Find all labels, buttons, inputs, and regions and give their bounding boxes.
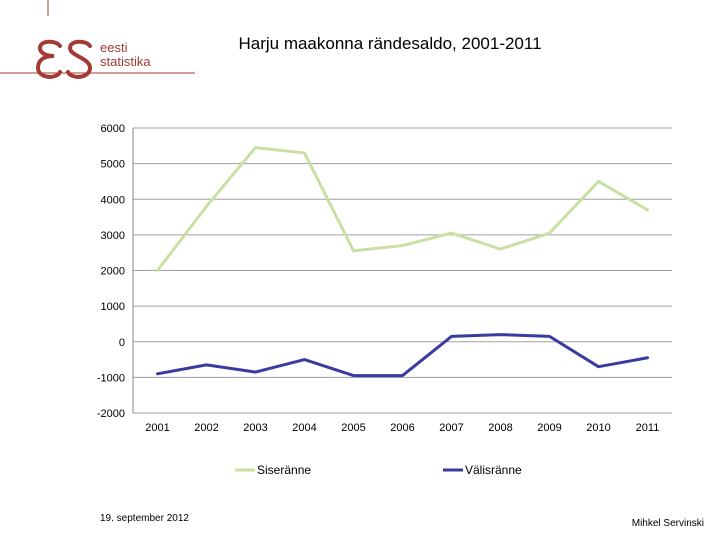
- y-tick-label: -2000: [97, 408, 125, 420]
- y-tick-label: 6000: [101, 123, 125, 135]
- footer-author: Mihkel Servinski: [631, 518, 704, 529]
- logo-line2: statistika: [100, 54, 151, 69]
- x-tick-label: 2002: [194, 422, 218, 434]
- x-tick-label: 2007: [439, 422, 463, 434]
- x-tick-label: 2009: [537, 422, 561, 434]
- x-tick-label: 2004: [292, 422, 316, 434]
- legend-label: Välisränne: [465, 463, 522, 477]
- logo-es-mark: [35, 39, 93, 79]
- eesti-statistika-logo: eesti statistika: [0, 0, 195, 79]
- y-tick-label: 3000: [101, 230, 125, 242]
- y-tick-label: 5000: [101, 159, 125, 171]
- x-tick-label: 2003: [243, 422, 267, 434]
- y-tick-label: 0: [119, 337, 125, 349]
- series-line-1: [156, 146, 649, 272]
- x-tick-label: 2001: [145, 422, 169, 434]
- x-tick-label: 2006: [390, 422, 414, 434]
- y-tick-label: 2000: [101, 266, 125, 278]
- y-tick-label: 1000: [101, 301, 125, 313]
- series-line-2: [156, 333, 649, 378]
- footer-date: 19. september 2012: [100, 513, 189, 524]
- chart-title: Harju maakonna rändesaldo, 2001-2011: [238, 34, 542, 53]
- x-tick-label: 2008: [488, 422, 512, 434]
- y-tick-label: 4000: [101, 194, 125, 206]
- x-tick-label: 2005: [341, 422, 365, 434]
- logo-line1: eesti: [100, 40, 128, 55]
- y-tick-label: -1000: [97, 372, 125, 384]
- x-tick-label: 2010: [586, 422, 610, 434]
- x-tick-label: 2011: [636, 422, 660, 434]
- legend-label: Siseränne: [257, 463, 311, 477]
